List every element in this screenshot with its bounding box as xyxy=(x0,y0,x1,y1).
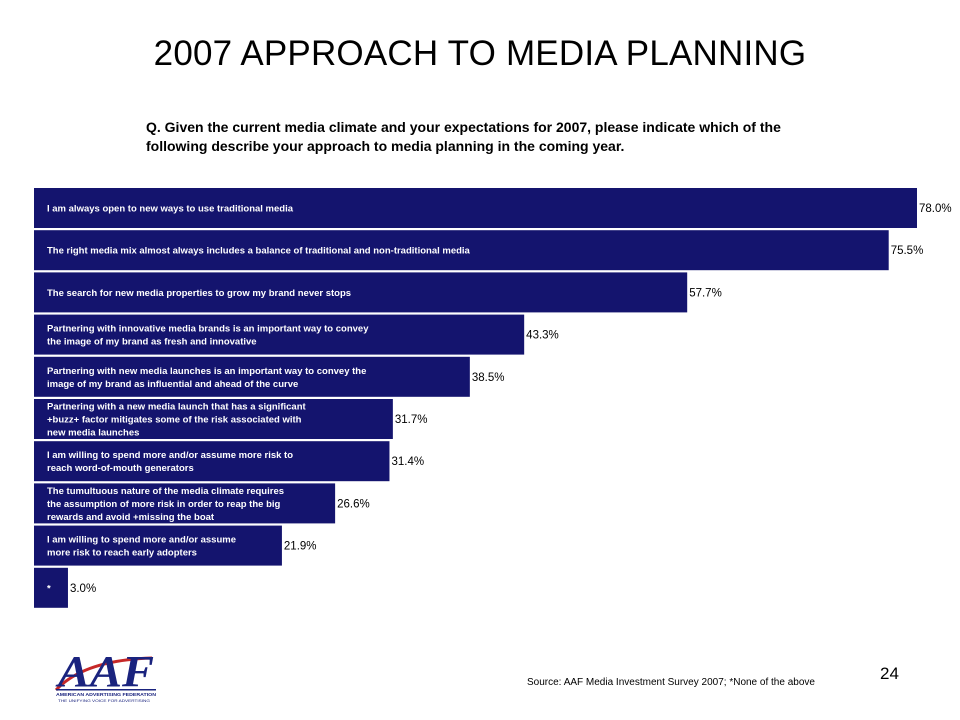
bar xyxy=(34,441,390,482)
bar-value-label: 21.9% xyxy=(284,541,317,553)
bar-category-label: The search for new media properties to g… xyxy=(47,288,351,299)
bar xyxy=(34,356,470,397)
bar-value-label: 31.7% xyxy=(395,414,428,426)
bar-category-label: Partnering with a new media launch that … xyxy=(47,402,306,439)
bar xyxy=(34,230,889,271)
bar-category-label: The right media mix almost always includ… xyxy=(47,246,471,257)
bar xyxy=(34,399,393,439)
aaf-logo-mark: AAF xyxy=(55,647,156,696)
bar xyxy=(34,314,525,355)
bar-value-label: 78.0% xyxy=(919,203,952,215)
bar xyxy=(34,525,282,566)
bar-value-label: 43.3% xyxy=(526,330,559,342)
slide-title: 2007 APPROACH TO MEDIA PLANNING xyxy=(153,34,807,73)
bar-value-label: 57.7% xyxy=(689,287,722,299)
logo-organization-name: AMERICAN ADVERTISING FEDERATION xyxy=(56,692,157,697)
bar-category-label: The tumultuous nature of the media clima… xyxy=(47,486,284,523)
bar-value-label: 31.4% xyxy=(391,456,424,468)
bar-category-label: I am willing to spend more and/or assume… xyxy=(47,535,236,559)
bar xyxy=(34,272,688,313)
bar-category-label: Partnering with new media launches is an… xyxy=(47,366,366,390)
logo-letters: AAF xyxy=(55,647,154,696)
bar xyxy=(34,567,68,608)
logo-tagline: THE UNIFYING VOICE FOR ADVERTISING xyxy=(58,698,150,703)
bar-category-label: I am always open to new ways to use trad… xyxy=(47,204,294,215)
source-note: Source: AAF Media Investment Survey 2007… xyxy=(527,677,815,688)
bar-value-label: 75.5% xyxy=(891,245,924,257)
bar-category-label: * xyxy=(47,583,51,594)
page-number: 24 xyxy=(880,664,899,683)
bar-value-label: 3.0% xyxy=(70,583,96,595)
bar-value-label: 38.5% xyxy=(472,372,505,384)
bar-category-label: Partnering with innovative media brands … xyxy=(47,324,369,348)
aaf-logo: AAF AMERICAN ADVERTISING FEDERATION THE … xyxy=(54,640,164,709)
bar xyxy=(34,483,336,524)
survey-question: Q. Given the current media climate and y… xyxy=(146,119,781,154)
bar-category-label: I am willing to spend more and/or assume… xyxy=(47,450,293,474)
bar xyxy=(34,188,917,228)
bar-value-label: 26.6% xyxy=(337,498,370,510)
